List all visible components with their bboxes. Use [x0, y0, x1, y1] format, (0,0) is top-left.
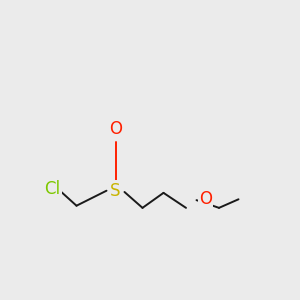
Text: O: O: [199, 190, 212, 208]
Text: S: S: [110, 182, 121, 200]
Text: Cl: Cl: [44, 180, 61, 198]
Text: O: O: [109, 120, 122, 138]
